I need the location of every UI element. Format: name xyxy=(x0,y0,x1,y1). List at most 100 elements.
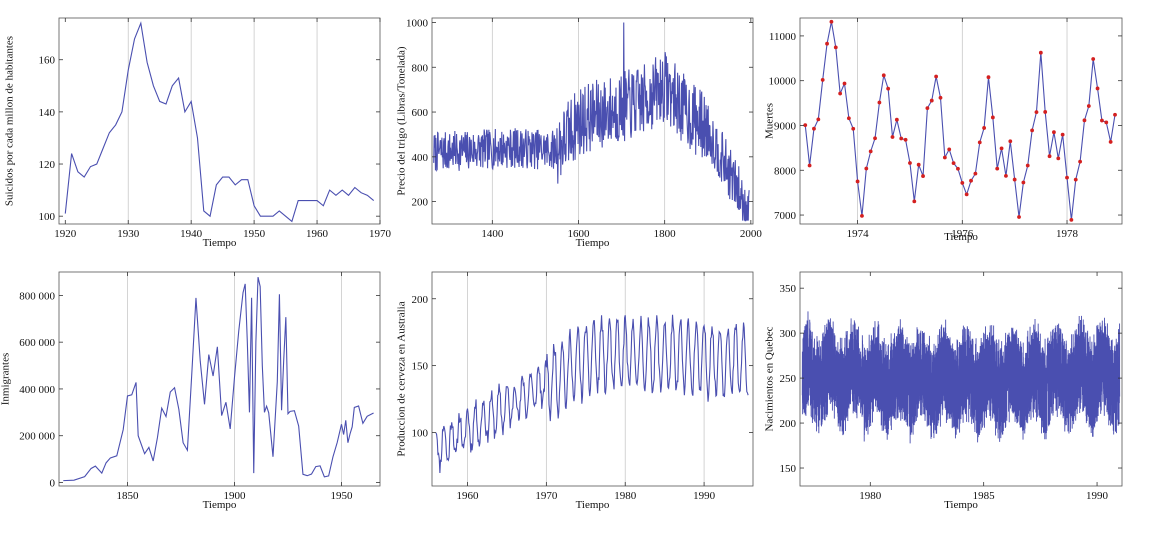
data-point xyxy=(1078,159,1083,164)
data-point xyxy=(986,75,991,80)
plot-frame xyxy=(799,271,1123,487)
data-point xyxy=(1091,57,1096,61)
series-line xyxy=(804,21,1116,220)
y-tick-label: 0 xyxy=(50,477,56,489)
y-tick-label: 140 xyxy=(39,107,56,119)
chart-2: 1400 1600 1800 2000 200 400 600 800 1000 Tiempo Pr… xyxy=(396,17,763,249)
y-axis-label: Muertes xyxy=(764,103,776,139)
series-line xyxy=(64,21,375,223)
y-tick-label: 350 xyxy=(780,283,797,295)
x-tick-label: 1400 xyxy=(481,228,504,240)
data-point xyxy=(925,106,930,111)
data-point xyxy=(1025,163,1030,168)
data-point xyxy=(807,163,812,168)
data-point xyxy=(868,149,873,154)
data-point xyxy=(1113,112,1117,117)
y-tick-label: 11000 xyxy=(769,31,797,43)
y-axis-label: Precio del trigo (Libras/Tonelada) xyxy=(396,46,408,196)
x-axis-label: Tiempo xyxy=(944,231,978,243)
y-tick-label: 7000 xyxy=(774,210,797,222)
y-tick-label: 100 xyxy=(39,211,56,223)
plot-frame xyxy=(58,17,381,225)
data-point xyxy=(956,166,960,171)
data-point xyxy=(816,117,821,122)
x-tick-label: 1850 xyxy=(116,490,139,502)
data-point xyxy=(825,41,829,46)
plot-frame xyxy=(431,17,754,225)
data-point xyxy=(829,19,834,24)
data-point xyxy=(999,146,1004,151)
y-axis-label: Suicidos por cada millon de habitantes xyxy=(4,36,16,206)
plot-frame xyxy=(58,271,381,487)
data-point xyxy=(964,192,969,197)
data-point xyxy=(812,126,816,131)
data-point xyxy=(855,179,860,184)
data-point xyxy=(1021,180,1026,185)
data-point xyxy=(1008,139,1013,144)
data-point xyxy=(860,213,864,218)
plot-frame xyxy=(799,17,1123,225)
x-tick-label: 1960 xyxy=(306,228,329,240)
x-tick-label: 1980 xyxy=(859,490,882,502)
x-tick-label: 1930 xyxy=(117,228,140,240)
data-point xyxy=(886,86,891,91)
data-point xyxy=(1104,120,1109,125)
data-point xyxy=(938,95,943,100)
x-axis-label: Tiempo xyxy=(203,499,237,511)
data-point xyxy=(1082,118,1087,123)
data-point xyxy=(973,171,978,176)
data-point xyxy=(947,147,952,152)
x-tick-label: 1980 xyxy=(614,490,637,502)
y-axis-label: Nacimientos en Quebec xyxy=(764,326,776,431)
data-point xyxy=(894,117,899,122)
x-tick-label: 1970 xyxy=(535,490,558,502)
data-point xyxy=(903,137,908,142)
x-tick-label: 1990 xyxy=(693,490,716,502)
y-tick-label: 1000 xyxy=(406,17,429,29)
data-point xyxy=(1108,140,1113,144)
data-point xyxy=(1100,118,1104,123)
plot-frame xyxy=(431,271,754,487)
data-point xyxy=(899,136,904,141)
y-tick-label: 800 xyxy=(412,62,429,74)
x-tick-label: 1950 xyxy=(330,490,353,502)
data-point xyxy=(820,78,825,82)
data-point xyxy=(1086,104,1091,108)
series-line xyxy=(433,22,750,222)
y-tick-label: 100 xyxy=(412,428,429,440)
data-point xyxy=(1017,215,1021,219)
data-point xyxy=(846,116,851,121)
y-axis-label: Produccion de cerveza en Australia xyxy=(396,301,408,456)
y-tick-label: 400 000 xyxy=(19,384,55,396)
x-axis-label: Tiempo xyxy=(576,237,610,249)
y-tick-label: 120 xyxy=(39,159,56,171)
data-point xyxy=(1047,154,1052,159)
y-tick-label: 150 xyxy=(780,463,797,475)
data-point xyxy=(1056,156,1061,161)
data-point xyxy=(969,178,973,183)
y-tick-label: 200 xyxy=(412,294,429,306)
data-point xyxy=(916,162,921,167)
data-point xyxy=(851,126,856,131)
x-axis-label: Tiempo xyxy=(203,237,237,249)
y-tick-label: 250 xyxy=(780,373,797,385)
data-point xyxy=(1060,132,1065,137)
x-tick-label: 1960 xyxy=(456,490,479,502)
data-point xyxy=(890,135,895,139)
x-axis-label: Tiempo xyxy=(576,499,610,511)
data-point xyxy=(1034,110,1039,114)
data-point xyxy=(921,174,925,178)
x-tick-label: 1940 xyxy=(180,228,203,240)
x-tick-label: 1976 xyxy=(951,228,974,240)
y-tick-label: 600 000 xyxy=(19,337,55,349)
y-tick-label: 200 xyxy=(412,197,429,209)
y-axis-label: Inmigrantes xyxy=(0,353,12,406)
x-tick-label: 1900 xyxy=(223,490,246,502)
data-point xyxy=(908,161,912,165)
y-tick-label: 10000 xyxy=(769,76,797,88)
x-tick-label: 1974 xyxy=(847,228,870,240)
x-tick-label: 1800 xyxy=(654,228,677,240)
series-line xyxy=(435,314,749,473)
